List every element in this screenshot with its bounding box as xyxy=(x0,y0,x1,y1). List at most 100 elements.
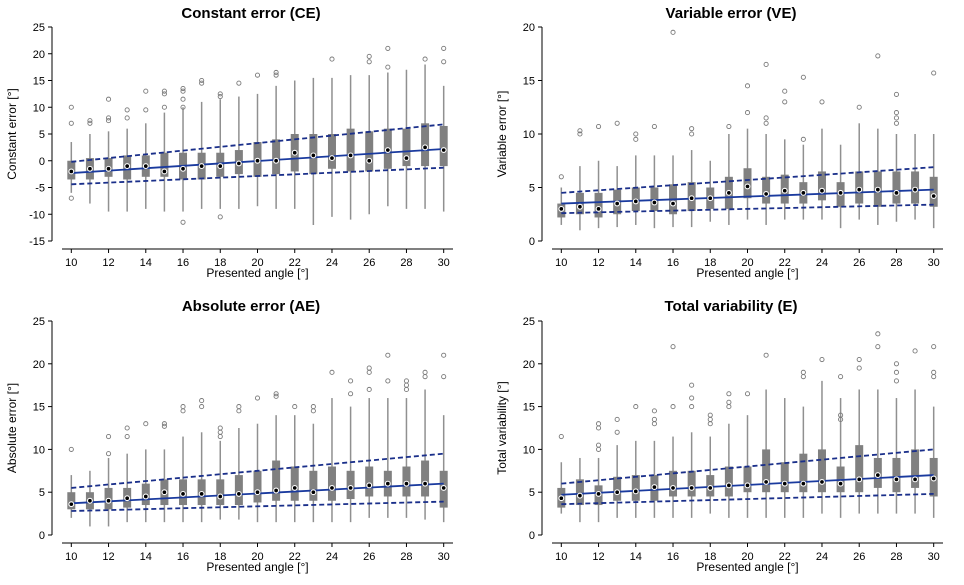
box xyxy=(67,492,76,510)
x-tick-label: 30 xyxy=(438,551,450,563)
x-axis-label: Presented angle [°] xyxy=(206,266,308,280)
outlier-point xyxy=(199,404,205,410)
x-tick-label: 24 xyxy=(326,257,338,269)
outlier-point xyxy=(105,451,112,457)
x-tick-label: 12 xyxy=(102,551,114,563)
median-marker xyxy=(595,205,602,212)
median-marker xyxy=(725,189,732,196)
outlier-point xyxy=(726,399,732,405)
outlier-point xyxy=(838,412,844,418)
x-tick-label: 28 xyxy=(890,551,902,563)
y-tick-label: 20 xyxy=(33,359,45,371)
outlier-point xyxy=(68,104,74,110)
median-marker xyxy=(105,497,112,504)
median-marker xyxy=(366,482,373,489)
median-marker xyxy=(440,484,447,491)
x-tick-label: 16 xyxy=(667,551,679,563)
x-tick-label: 20 xyxy=(741,257,753,269)
outlier-point xyxy=(441,45,447,51)
outlier-point xyxy=(800,369,806,375)
chart-title: Variable error (VE) xyxy=(666,5,797,22)
outlier-point xyxy=(931,369,937,375)
median-marker xyxy=(725,482,732,489)
outlier-point xyxy=(124,115,130,121)
y-tick-label: -5 xyxy=(35,183,45,195)
outlier-point xyxy=(893,120,900,126)
median-marker xyxy=(142,493,149,500)
median-marker xyxy=(837,189,844,196)
outlier-point xyxy=(763,61,769,67)
outlier-point xyxy=(161,91,167,97)
outlier-point xyxy=(931,70,937,76)
median-marker xyxy=(105,165,112,172)
outlier-point xyxy=(217,425,223,431)
y-tick-label: 5 xyxy=(529,487,535,499)
y-tick-label: 10 xyxy=(33,444,45,456)
outlier-point xyxy=(273,393,279,399)
outlier-point xyxy=(348,391,354,397)
outlier-point xyxy=(651,421,657,427)
median-marker xyxy=(781,187,788,194)
median-marker xyxy=(384,147,391,154)
outlier-point xyxy=(838,374,844,380)
median-marker xyxy=(874,186,881,193)
x-tick-label: 10 xyxy=(555,257,567,269)
outlier-point xyxy=(217,91,223,97)
outlier-point xyxy=(236,408,242,414)
median-marker xyxy=(254,157,261,164)
median-marker xyxy=(291,149,298,156)
x-tick-label: 14 xyxy=(140,257,152,269)
outlier-point xyxy=(893,115,900,121)
outlier-point xyxy=(180,219,186,225)
box xyxy=(272,139,281,175)
median-marker xyxy=(347,484,354,491)
x-tick-label: 26 xyxy=(853,257,865,269)
outlier-point xyxy=(161,423,167,429)
median-marker xyxy=(800,480,807,487)
outlier-point xyxy=(614,429,620,435)
outlier-point xyxy=(180,104,186,110)
x-tick-label: 14 xyxy=(630,551,642,563)
y-tick-label: 0 xyxy=(529,236,535,248)
outlier-point xyxy=(670,404,676,410)
y-tick-label: 15 xyxy=(33,402,45,414)
median-marker xyxy=(161,489,168,496)
outlier-point xyxy=(422,369,428,375)
outlier-point xyxy=(651,408,657,414)
outlier-point xyxy=(422,56,428,62)
outlier-point xyxy=(875,344,881,350)
outlier-point xyxy=(236,80,242,86)
median-marker xyxy=(198,490,205,497)
x-tick-label: 24 xyxy=(326,551,338,563)
outlier-point xyxy=(273,72,279,78)
median-marker xyxy=(707,484,714,491)
y-tick-label: 5 xyxy=(529,183,535,195)
outlier-point xyxy=(558,434,564,440)
median-marker xyxy=(819,478,825,485)
median-marker xyxy=(86,497,93,504)
outlier-point xyxy=(254,72,261,78)
x-tick-label: 10 xyxy=(65,257,77,269)
y-tick-label: 15 xyxy=(33,76,45,88)
y-axis-label: Variable error [°] xyxy=(495,91,509,178)
median-marker xyxy=(651,199,658,206)
outlier-point xyxy=(348,378,354,384)
median-marker xyxy=(329,155,335,162)
median-marker xyxy=(291,484,298,491)
outlier-point xyxy=(707,416,713,422)
outlier-point xyxy=(87,120,93,126)
x-tick-label: 18 xyxy=(214,551,226,563)
outlier-point xyxy=(856,104,862,110)
x-tick-label: 30 xyxy=(928,257,940,269)
median-marker xyxy=(576,492,583,499)
box xyxy=(346,470,355,500)
outlier-point xyxy=(68,195,74,201)
median-marker xyxy=(874,472,881,479)
box xyxy=(762,176,771,204)
median-marker xyxy=(273,157,280,164)
y-tick-label: 15 xyxy=(523,402,535,414)
x-axis-label: Presented angle [°] xyxy=(206,560,308,574)
outlier-point xyxy=(558,174,564,180)
outlier-point xyxy=(893,361,900,367)
